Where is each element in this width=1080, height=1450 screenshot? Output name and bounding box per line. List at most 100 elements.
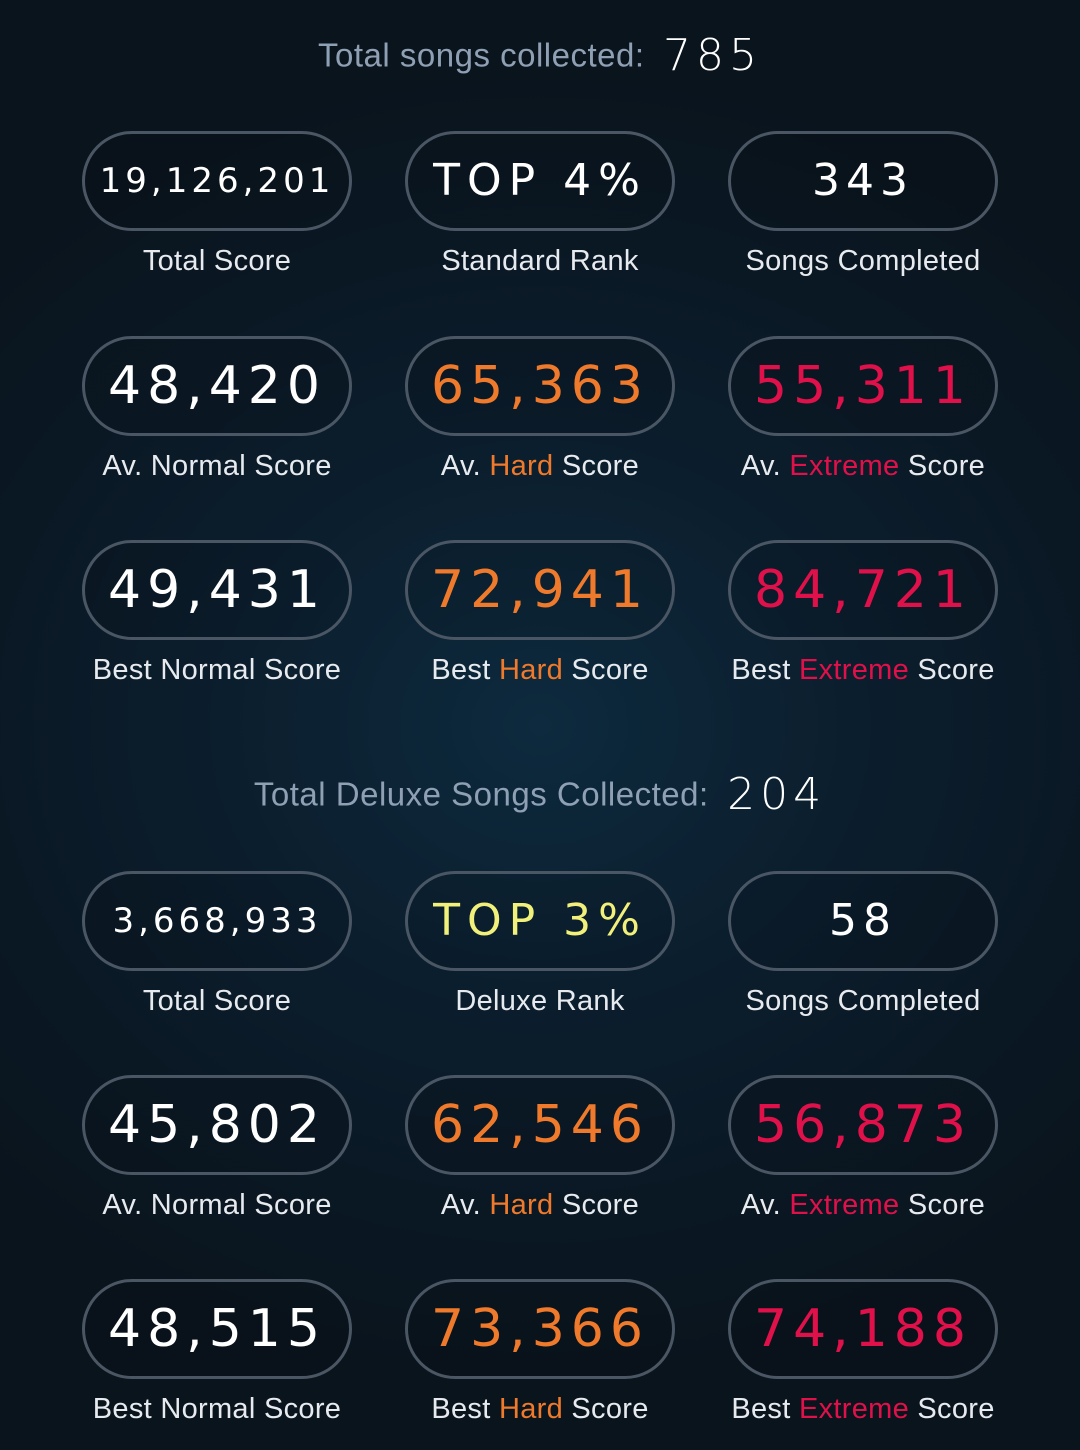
standard-av-hard-stat: 65,363 Av. Hard Score <box>402 336 678 483</box>
standard-songs-completed-pill: 343 <box>728 131 998 231</box>
deluxe-total-score-stat: 3,668,933 Total Score <box>79 871 355 1018</box>
deluxe-songs-completed-value: 58 <box>829 895 897 946</box>
deluxe-av-extreme-stat: 56,873 Av. Extreme Score <box>725 1075 1001 1222</box>
standard-best-hard-caption: Best Hard Score <box>402 654 678 687</box>
caption-suffix: Score <box>561 450 640 482</box>
deluxe-av-normal-caption: Av. Normal Score <box>102 1189 332 1221</box>
deluxe-av-hard-value: 62,546 <box>431 1095 649 1155</box>
caption-suffix: Score <box>907 450 986 482</box>
standard-collected-count: 785 <box>662 30 762 81</box>
deluxe-best-hard-pill: 73,366 <box>405 1279 675 1379</box>
standard-best-extreme-pill: 84,721 <box>728 540 998 640</box>
caption-prefix: Best <box>731 654 791 686</box>
deluxe-rank-caption: Deluxe Rank <box>455 985 625 1017</box>
standard-rank-caption: Standard Rank <box>441 245 639 277</box>
caption-difficulty-extreme: Extreme <box>798 1393 910 1425</box>
standard-best-hard-stat: 72,941 Best Hard Score <box>402 540 678 687</box>
caption-prefix: Best <box>431 1393 491 1425</box>
caption-suffix: Score <box>571 1393 649 1425</box>
caption-difficulty-extreme: Extreme <box>789 1189 900 1221</box>
caption-difficulty-extreme: Extreme <box>789 450 900 482</box>
deluxe-total-score-value: 3,668,933 <box>112 901 322 941</box>
deluxe-best-normal-stat: 48,515 Best Normal Score <box>79 1279 355 1426</box>
standard-rank-pill: TOP 4% <box>405 131 675 231</box>
caption-prefix: Av. <box>440 1189 482 1221</box>
caption-prefix: Best <box>731 1393 791 1425</box>
standard-av-hard-pill: 65,363 <box>405 336 675 436</box>
caption-suffix: Score <box>917 1393 995 1425</box>
caption-difficulty-hard: Hard <box>489 450 554 482</box>
deluxe-best-hard-caption: Best Hard Score <box>402 1393 678 1426</box>
deluxe-total-score-caption: Total Score <box>142 985 292 1017</box>
standard-best-hard-value: 72,941 <box>431 560 649 620</box>
deluxe-av-normal-stat: 45,802 Av. Normal Score <box>79 1075 355 1222</box>
standard-best-extreme-caption: Best Extreme Score <box>725 654 1001 687</box>
caption-difficulty-extreme: Extreme <box>798 654 910 686</box>
caption-prefix: Av. <box>740 1189 782 1221</box>
deluxe-av-hard-pill: 62,546 <box>405 1075 675 1175</box>
deluxe-collected-label: Total Deluxe Songs Collected: <box>253 775 709 813</box>
standard-total-score-value: 19,126,201 <box>99 161 335 201</box>
standard-total-score-pill: 19,126,201 <box>82 131 352 231</box>
deluxe-av-extreme-pill: 56,873 <box>728 1075 998 1175</box>
deluxe-best-extreme-value: 74,188 <box>754 1299 972 1359</box>
standard-best-extreme-stat: 84,721 Best Extreme Score <box>725 540 1001 687</box>
standard-av-extreme-stat: 55,311 Av. Extreme Score <box>725 336 1001 483</box>
standard-av-normal-stat: 48,420 Av. Normal Score <box>79 336 355 483</box>
standard-av-extreme-caption: Av. Extreme Score <box>725 450 1001 483</box>
deluxe-best-extreme-stat: 74,188 Best Extreme Score <box>725 1279 1001 1426</box>
deluxe-songs-completed-stat: 58 Songs Completed <box>725 871 1001 1018</box>
deluxe-rank-pill: TOP 3% <box>405 871 675 971</box>
standard-rank-stat: TOP 4% Standard Rank <box>402 131 678 278</box>
caption-suffix: Score <box>917 654 995 686</box>
deluxe-collected-header: Total Deluxe Songs Collected: 204 <box>0 769 1080 820</box>
deluxe-best-normal-caption: Best Normal Score <box>92 1393 342 1425</box>
caption-difficulty-hard: Hard <box>498 1393 564 1425</box>
standard-collected-label: Total songs collected: <box>318 36 645 74</box>
caption-prefix: Av. <box>740 450 782 482</box>
standard-best-hard-pill: 72,941 <box>405 540 675 640</box>
caption-difficulty-hard: Hard <box>498 654 564 686</box>
standard-av-normal-caption: Av. Normal Score <box>102 450 332 482</box>
deluxe-av-extreme-value: 56,873 <box>754 1095 972 1155</box>
standard-rank-value: TOP 4% <box>433 155 647 206</box>
deluxe-best-hard-stat: 73,366 Best Hard Score <box>402 1279 678 1426</box>
standard-songs-completed-stat: 343 Songs Completed <box>725 131 1001 278</box>
deluxe-av-hard-caption: Av. Hard Score <box>402 1189 678 1222</box>
caption-suffix: Score <box>907 1189 986 1221</box>
standard-av-normal-value: 48,420 <box>108 356 326 416</box>
standard-best-normal-pill: 49,431 <box>82 540 352 640</box>
standard-best-extreme-value: 84,721 <box>754 560 972 620</box>
caption-difficulty-hard: Hard <box>489 1189 554 1221</box>
standard-collected-header: Total songs collected: 785 <box>0 30 1080 81</box>
deluxe-best-hard-value: 73,366 <box>431 1299 649 1359</box>
standard-total-score-caption: Total Score <box>142 245 292 277</box>
deluxe-songs-completed-caption: Songs Completed <box>745 985 981 1017</box>
deluxe-best-extreme-caption: Best Extreme Score <box>725 1393 1001 1426</box>
caption-prefix: Av. <box>440 450 482 482</box>
deluxe-best-normal-pill: 48,515 <box>82 1279 352 1379</box>
deluxe-total-score-pill: 3,668,933 <box>82 871 352 971</box>
caption-prefix: Best <box>431 654 491 686</box>
deluxe-av-hard-stat: 62,546 Av. Hard Score <box>402 1075 678 1222</box>
deluxe-collected-count: 204 <box>727 769 827 820</box>
deluxe-av-extreme-caption: Av. Extreme Score <box>725 1189 1001 1222</box>
standard-best-normal-caption: Best Normal Score <box>92 654 342 686</box>
standard-best-normal-value: 49,431 <box>108 560 326 620</box>
deluxe-songs-completed-pill: 58 <box>728 871 998 971</box>
deluxe-rank-value: TOP 3% <box>433 895 647 946</box>
deluxe-best-extreme-pill: 74,188 <box>728 1279 998 1379</box>
standard-songs-completed-caption: Songs Completed <box>745 245 981 277</box>
deluxe-best-normal-value: 48,515 <box>108 1299 326 1359</box>
deluxe-av-normal-value: 45,802 <box>108 1095 326 1155</box>
standard-total-score-stat: 19,126,201 Total Score <box>79 131 355 278</box>
standard-av-extreme-value: 55,311 <box>754 356 972 416</box>
caption-suffix: Score <box>571 654 649 686</box>
standard-av-normal-pill: 48,420 <box>82 336 352 436</box>
standard-songs-completed-value: 343 <box>812 155 914 206</box>
caption-suffix: Score <box>561 1189 640 1221</box>
deluxe-av-normal-pill: 45,802 <box>82 1075 352 1175</box>
standard-best-normal-stat: 49,431 Best Normal Score <box>79 540 355 687</box>
standard-av-extreme-pill: 55,311 <box>728 336 998 436</box>
standard-av-hard-value: 65,363 <box>431 356 649 416</box>
